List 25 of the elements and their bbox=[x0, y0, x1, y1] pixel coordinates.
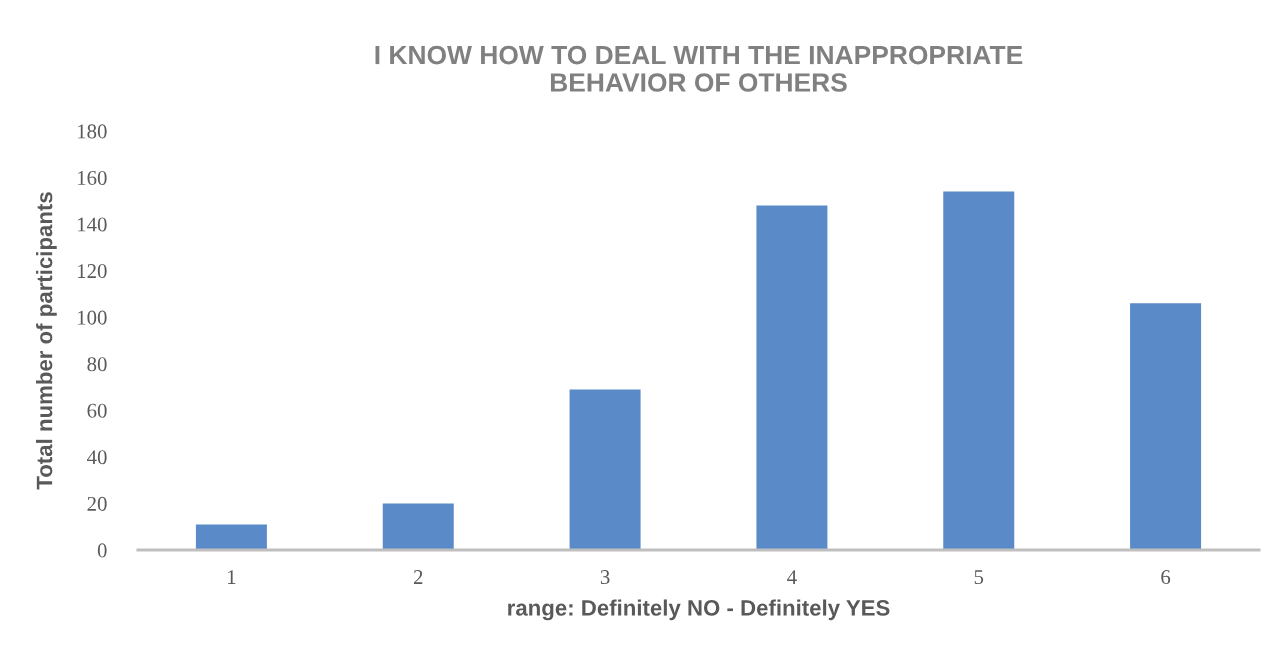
y-tick-label: 100 bbox=[78, 310, 107, 325]
y-tick-label: 140 bbox=[78, 217, 107, 232]
chart-title: I KNOW HOW TO DEAL WITH THE INAPPROPRIATE BEHAVIOR OF OTHERS bbox=[375, 45, 1023, 92]
bar bbox=[195, 524, 267, 550]
bar bbox=[382, 503, 454, 550]
x-tick-label: 5 bbox=[974, 570, 984, 585]
y-tick-label: 20 bbox=[87, 496, 107, 511]
x-tick-label: 6 bbox=[1161, 570, 1171, 585]
bar bbox=[569, 389, 641, 550]
y-tick-label: 60 bbox=[87, 403, 107, 418]
bar bbox=[943, 191, 1015, 550]
x-axis-title: range: Definitely NO - Definitely YES bbox=[508, 599, 890, 621]
x-tick-label: 2 bbox=[413, 570, 423, 584]
bar bbox=[1130, 303, 1202, 550]
x-tick-label: 1 bbox=[228, 570, 236, 584]
y-tick-label: 160 bbox=[78, 170, 107, 185]
bar bbox=[756, 205, 828, 550]
y-tick-label: 0 bbox=[97, 543, 107, 558]
y-tick-label: 120 bbox=[78, 264, 107, 279]
y-axis-title: Total number of participants bbox=[36, 192, 57, 490]
x-tick-label: 4 bbox=[787, 570, 797, 584]
x-tick-label: 3 bbox=[600, 570, 610, 585]
y-tick-label: 180 bbox=[78, 124, 107, 139]
y-tick-label: 40 bbox=[87, 450, 107, 465]
y-tick-label: 80 bbox=[87, 357, 107, 372]
